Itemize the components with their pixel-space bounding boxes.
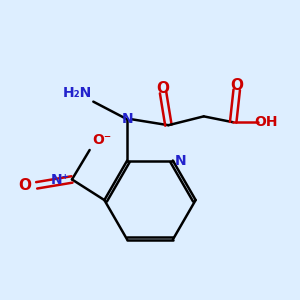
Text: O: O [230,78,243,93]
Text: N: N [174,154,186,167]
Text: O⁻: O⁻ [92,133,111,147]
Text: H₂N: H₂N [63,86,92,100]
Text: O: O [18,178,31,193]
Text: OH: OH [254,115,278,129]
Text: O: O [157,81,169,96]
Text: N: N [122,112,134,126]
Text: N⁺: N⁺ [51,173,70,187]
